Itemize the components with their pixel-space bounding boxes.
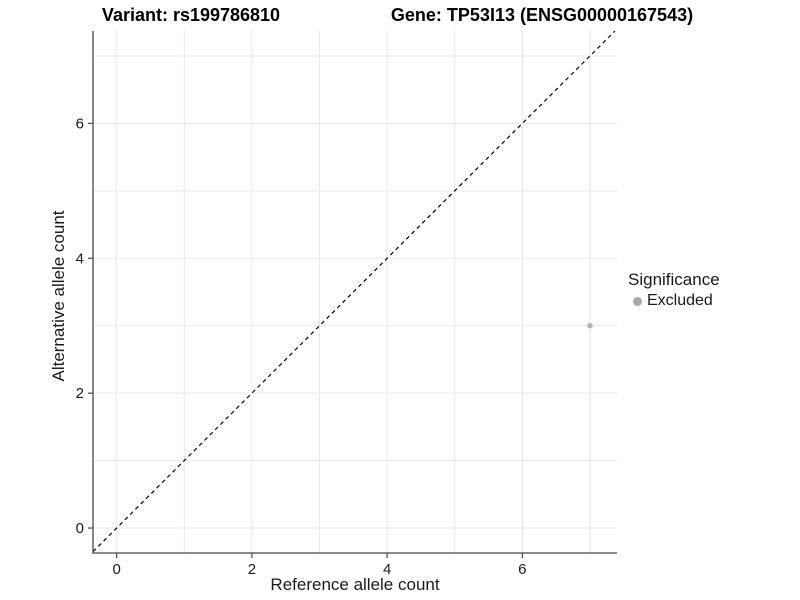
y-axis-label: Alternative allele count [49, 210, 68, 382]
y-tick-label-6: 6 [76, 115, 84, 132]
plot-title-gene: Gene: TP53I13 (ENSG00000167543) [390, 5, 694, 25]
x-axis-label: Reference allele count [270, 575, 440, 594]
legend-entry-label: Excluded [647, 292, 713, 309]
x-tick-label-4: 4 [383, 561, 391, 578]
identity-line [92, 30, 616, 553]
y-tick-label-4: 4 [76, 250, 84, 267]
legend-entry-excluded: Excluded [628, 291, 720, 311]
x-tick-label-2: 2 [248, 561, 256, 578]
legend-point-icon [633, 296, 642, 306]
x-tick-label-0: 0 [112, 561, 120, 578]
y-tick-label-0: 0 [76, 520, 84, 537]
data-point-0 [587, 323, 593, 329]
legend: Significance Excluded [628, 269, 720, 311]
plot-title-variant: Variant: rs199786810 [101, 5, 281, 25]
panel-background [93, 31, 617, 553]
legend-title: Significance [628, 270, 720, 289]
x-tick-label-6: 6 [518, 561, 526, 578]
y-tick-label-2: 2 [76, 385, 84, 402]
